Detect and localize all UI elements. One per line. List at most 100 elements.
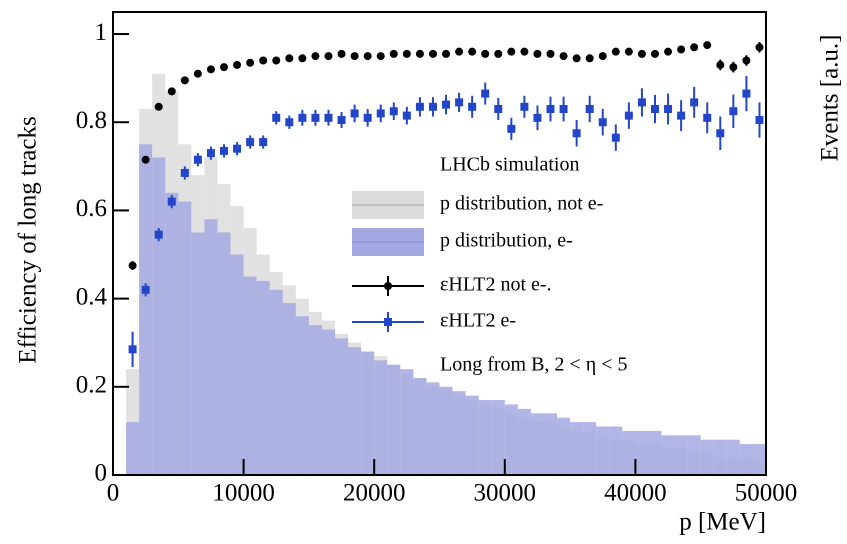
histogram-bar bbox=[243, 276, 257, 475]
y-tick-label: 1 bbox=[95, 19, 108, 46]
histogram-bar bbox=[204, 219, 218, 475]
histogram-bar bbox=[374, 360, 388, 475]
histogram-bar bbox=[269, 289, 283, 475]
data-point bbox=[128, 261, 137, 270]
data-point bbox=[624, 111, 633, 120]
data-point bbox=[376, 52, 385, 61]
legend-marker bbox=[384, 282, 392, 290]
data-point bbox=[664, 105, 673, 114]
data-point bbox=[311, 113, 320, 122]
legend-label: εHLT2 not e-. bbox=[440, 274, 552, 296]
data-point bbox=[507, 47, 516, 56]
histogram-bar bbox=[282, 303, 296, 475]
histogram-bar bbox=[452, 391, 466, 475]
data-point bbox=[428, 49, 437, 58]
data-point bbox=[272, 56, 281, 65]
data-point bbox=[585, 105, 594, 114]
histogram-bar bbox=[165, 192, 179, 476]
histogram-bar bbox=[622, 430, 636, 475]
data-point bbox=[572, 129, 581, 138]
data-point bbox=[572, 54, 581, 63]
histogram-bar bbox=[126, 422, 140, 475]
histogram-bar bbox=[739, 444, 753, 475]
x-tick-label: 30000 bbox=[474, 480, 537, 507]
histogram-bar bbox=[439, 386, 453, 475]
histogram-bar bbox=[713, 439, 727, 475]
legend-label: εHLT2 e- bbox=[440, 310, 516, 332]
data-point bbox=[206, 65, 215, 74]
data-point bbox=[180, 76, 189, 85]
data-point bbox=[259, 138, 268, 147]
data-point bbox=[415, 49, 424, 58]
data-point bbox=[350, 52, 359, 61]
data-point bbox=[755, 116, 764, 125]
data-point bbox=[611, 47, 620, 56]
y-tick-label: 0.4 bbox=[76, 283, 108, 310]
x-tick-label: 40000 bbox=[604, 480, 667, 507]
histogram-bar bbox=[387, 364, 401, 475]
data-point bbox=[324, 52, 333, 61]
data-point bbox=[389, 107, 398, 116]
annotation: LHCb simulation bbox=[440, 154, 579, 176]
data-point bbox=[677, 111, 686, 120]
annotation: Long from B, 2 < η < 5 bbox=[440, 354, 627, 376]
data-point bbox=[233, 60, 242, 69]
y-tick-label: 0.2 bbox=[76, 372, 107, 399]
data-point bbox=[442, 100, 451, 109]
x-tick-label: 50000 bbox=[735, 480, 798, 507]
histogram-bar bbox=[217, 232, 231, 475]
histogram-bar bbox=[596, 426, 610, 475]
data-point bbox=[259, 56, 268, 65]
data-point bbox=[494, 49, 503, 58]
x-axis-label: p [MeV] bbox=[679, 509, 766, 536]
data-point bbox=[272, 113, 281, 122]
data-point bbox=[598, 52, 607, 61]
legend-label: p distribution, e- bbox=[440, 230, 573, 252]
data-point bbox=[716, 60, 725, 69]
data-point bbox=[455, 98, 464, 107]
data-point bbox=[389, 49, 398, 58]
data-point bbox=[233, 144, 242, 153]
data-point bbox=[481, 89, 490, 98]
data-point bbox=[703, 113, 712, 122]
data-point bbox=[468, 47, 477, 56]
data-point bbox=[481, 49, 490, 58]
data-point bbox=[729, 107, 738, 116]
histogram-bar bbox=[752, 444, 766, 475]
data-point bbox=[415, 102, 424, 111]
histogram-bar bbox=[661, 435, 675, 475]
legend-marker bbox=[384, 318, 392, 326]
data-point bbox=[180, 168, 189, 177]
histogram-bar bbox=[321, 329, 336, 475]
histogram-bar bbox=[530, 413, 544, 475]
data-point bbox=[337, 116, 346, 125]
y-tick-label: 0.6 bbox=[76, 195, 107, 222]
data-point bbox=[520, 102, 529, 111]
histogram-bar bbox=[348, 347, 362, 475]
data-point bbox=[298, 54, 307, 63]
data-point bbox=[141, 285, 150, 294]
data-point bbox=[141, 155, 150, 164]
y2-axis-label: Events [a.u.] bbox=[817, 34, 844, 161]
y-axis-label: Efficiency of long tracks bbox=[15, 116, 42, 363]
histogram-bar bbox=[400, 369, 414, 475]
data-point bbox=[220, 146, 229, 155]
data-point bbox=[376, 109, 385, 118]
histogram-bar bbox=[361, 351, 375, 475]
data-point bbox=[285, 54, 294, 63]
data-point bbox=[442, 49, 451, 58]
data-point bbox=[285, 118, 294, 127]
data-point bbox=[350, 109, 359, 118]
histogram-bar bbox=[230, 254, 244, 475]
histogram-bar bbox=[726, 439, 740, 475]
data-point bbox=[428, 102, 437, 111]
data-point bbox=[206, 149, 215, 158]
histogram-bar bbox=[674, 435, 688, 475]
data-point bbox=[167, 197, 176, 206]
data-point bbox=[677, 45, 686, 54]
x-tick-label: 10000 bbox=[212, 480, 275, 507]
histogram-bar bbox=[335, 338, 349, 475]
data-point bbox=[363, 52, 372, 61]
data-point bbox=[311, 52, 320, 61]
histogram-bar bbox=[570, 422, 584, 475]
